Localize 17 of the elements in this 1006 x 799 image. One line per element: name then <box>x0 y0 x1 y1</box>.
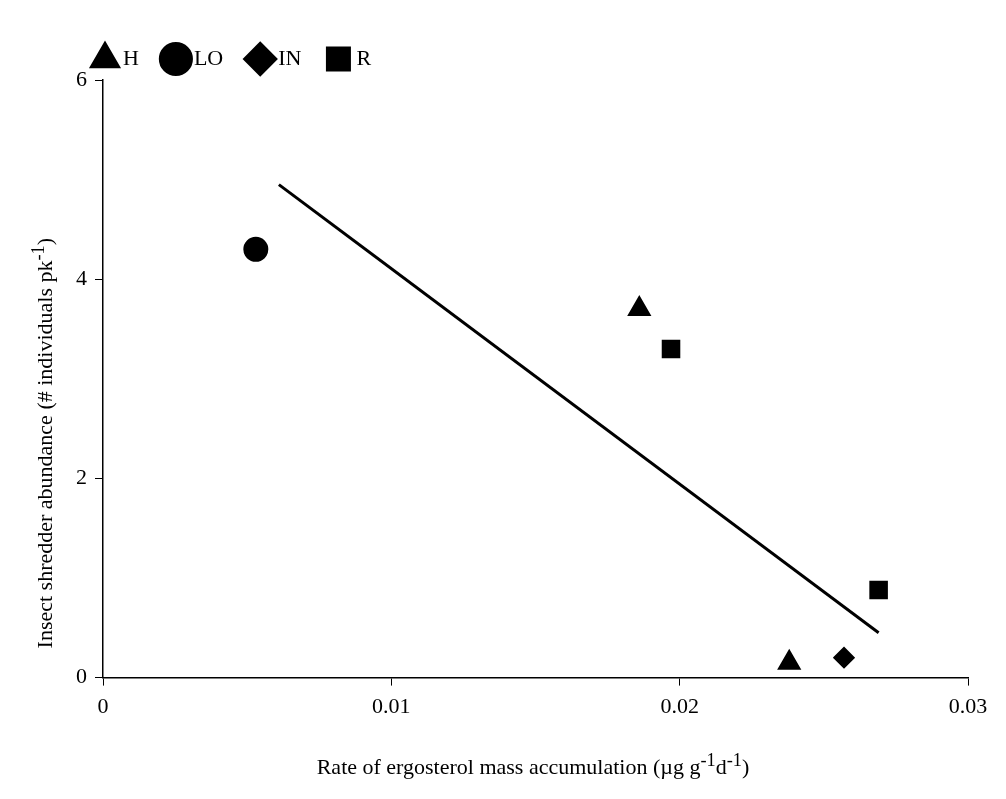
y-tick-label: 4 <box>76 264 87 290</box>
y-tick-label: 6 <box>76 65 87 91</box>
x-tick-label: 0.01 <box>372 692 411 718</box>
y-tick-label: 0 <box>76 663 87 689</box>
legend-label: R <box>356 44 372 70</box>
point <box>833 647 855 669</box>
x-tick-label: 0 <box>97 692 109 718</box>
y-tick-label: 2 <box>76 464 87 490</box>
legend-label: LO <box>193 44 224 70</box>
x-tick-label: 0.02 <box>660 692 699 718</box>
point <box>243 236 269 262</box>
legend-label: H <box>123 44 139 70</box>
point <box>869 580 888 600</box>
x-axis-title: Rate of ergosterol mass accumulation (µg g$^{-1}$d$^{-1}$) <box>315 749 751 780</box>
legend-label: IN <box>278 44 302 70</box>
x-tick-label: 0.03 <box>948 692 988 718</box>
point <box>661 339 681 359</box>
